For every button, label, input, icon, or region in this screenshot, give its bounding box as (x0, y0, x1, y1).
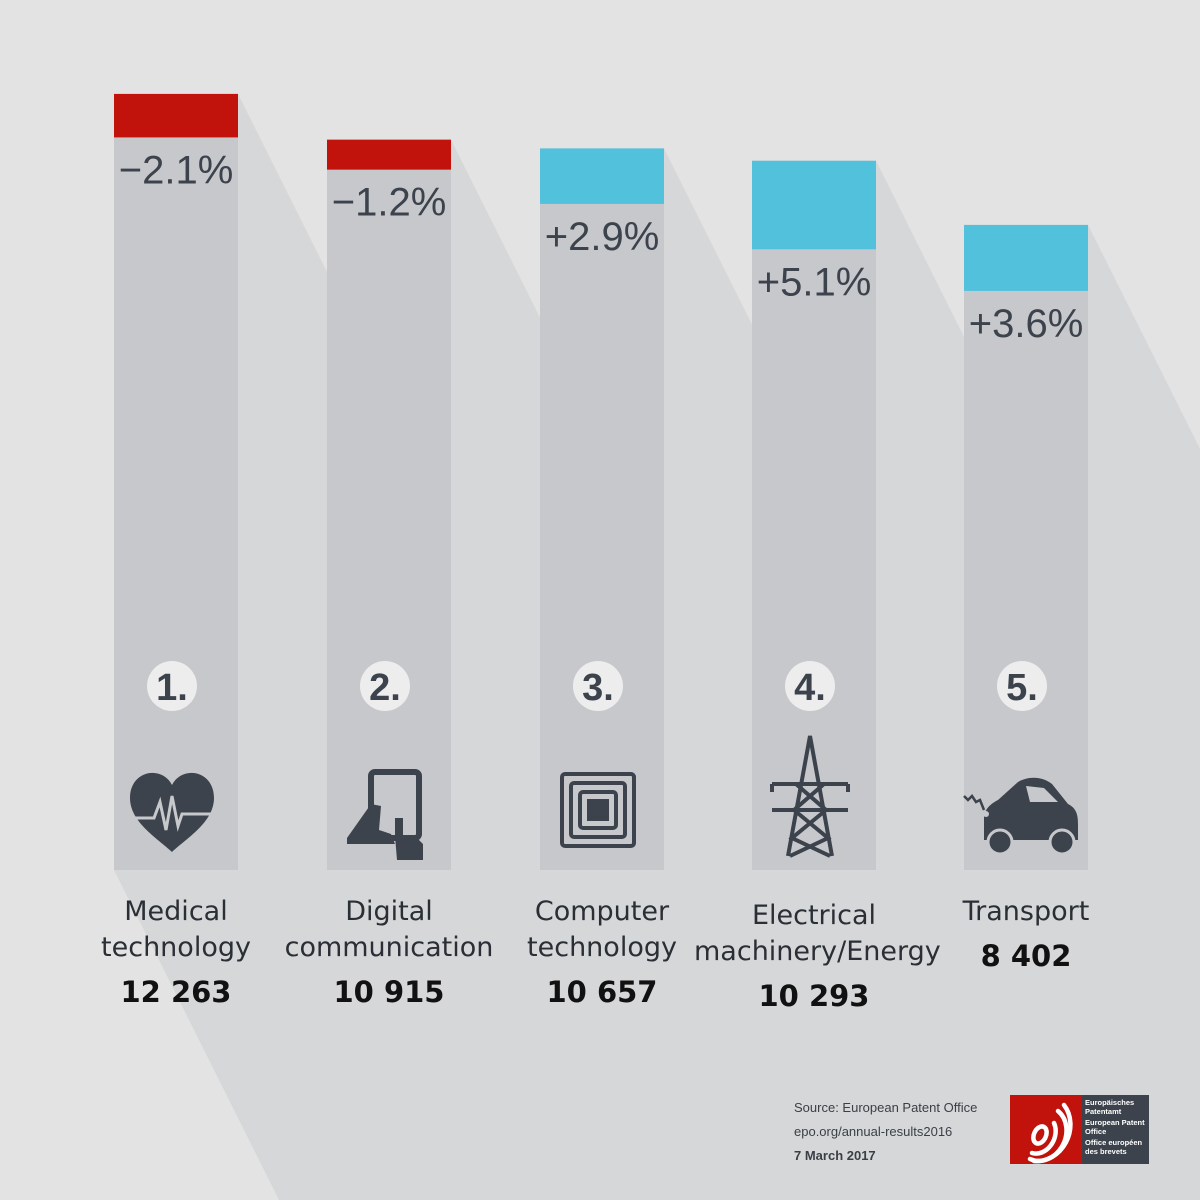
change-label: +5.1% (757, 260, 872, 304)
category-name-line: Transport (962, 896, 1090, 927)
change-label: −2.1% (119, 148, 234, 192)
category-name-line: Medical (124, 896, 228, 927)
category-label: Transport 8 402 (906, 894, 1146, 974)
epo-logo: Europäisches Patentamt European Patent O… (1010, 1095, 1149, 1164)
category-name-line: Digital (345, 896, 433, 927)
bar (964, 224, 1088, 870)
category-name-line: technology (101, 932, 251, 963)
category-name-line: technology (527, 932, 677, 963)
change-cap (114, 93, 238, 138)
rank-badge (785, 661, 835, 711)
source-date: 7 March 2017 (794, 1148, 876, 1163)
rank-badge (573, 661, 623, 711)
rank-label: 5. (1006, 667, 1038, 709)
chip-icon (560, 772, 636, 848)
heart-ecg-icon (130, 772, 214, 852)
value-label: 12 263 (120, 975, 232, 1009)
electric-car-icon (963, 777, 1078, 856)
source-url: epo.org/annual-results2016 (794, 1124, 953, 1139)
value-label: 10 915 (333, 975, 445, 1009)
change-label: +3.6% (969, 302, 1084, 346)
source-block: Source: European Patent Office epo.org/a… (794, 1096, 977, 1168)
category-label: Digital communication 10 915 (269, 894, 509, 1010)
logo-text-de: Europäisches Patentamt (1085, 1098, 1135, 1116)
epo-logo-mark (1010, 1095, 1082, 1164)
value-label: 10 293 (758, 979, 870, 1013)
logo-text-en: European Patent Office (1085, 1118, 1145, 1136)
change-cap (327, 139, 451, 170)
category-label: Electrical machinery/Energy 10 293 (694, 898, 941, 1014)
category-label: Medical technology 12 263 (56, 894, 296, 1010)
bar (114, 93, 238, 871)
tablet-hand-icon (347, 769, 423, 860)
rank-label: 2. (369, 667, 401, 709)
change-cap (964, 224, 1088, 291)
bar (540, 148, 664, 871)
change-cap (752, 160, 876, 250)
rank-badge (997, 661, 1047, 711)
category-label: Computer technology 10 657 (482, 894, 722, 1010)
category-name-line: communication (284, 932, 494, 963)
rank-label: 3. (582, 667, 614, 709)
change-label: −1.2% (332, 181, 447, 225)
rank-badge (147, 661, 197, 711)
category-name-line: Computer (534, 896, 670, 927)
source-text: Source: European Patent Office (794, 1100, 978, 1115)
change-cap (540, 148, 664, 204)
logo-text-fr: Office européen des brevets (1085, 1138, 1143, 1156)
rank-badge (360, 661, 410, 711)
category-name-line: machinery/Energy (694, 936, 941, 967)
rank-label: 4. (794, 667, 826, 709)
value-label: 10 657 (546, 975, 658, 1009)
bar (327, 139, 451, 870)
change-label: +2.9% (545, 215, 660, 259)
rank-label: 1. (156, 667, 188, 709)
value-label: 8 402 (980, 939, 1072, 973)
category-name-line: Electrical (751, 900, 877, 931)
power-pylon-icon (770, 735, 850, 858)
